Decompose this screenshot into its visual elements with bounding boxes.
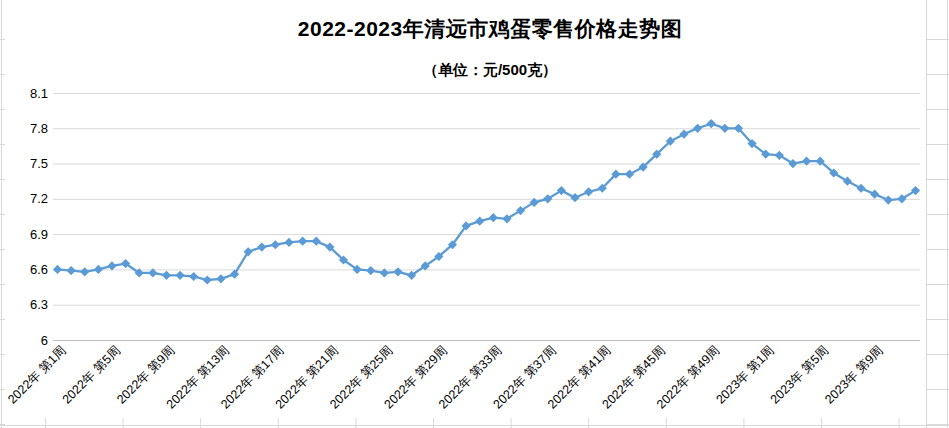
data-point-marker — [80, 267, 89, 276]
data-point-marker — [856, 184, 865, 193]
data-point-marker — [884, 195, 893, 204]
y-axis-labels: 6 6.3 6.6 6.9 7.2 7.5 7.8 8.1 — [30, 86, 48, 348]
data-point-marker — [298, 237, 307, 246]
data-point-marker — [107, 261, 116, 270]
y-axis-label: 6.6 — [30, 262, 48, 277]
plot-gridlines — [53, 94, 920, 341]
y-axis-label: 6.9 — [30, 227, 48, 242]
data-point-marker — [203, 275, 212, 284]
chart-subtitle: （单位：元/500克） — [0, 61, 949, 80]
data-point-marker — [312, 237, 321, 246]
data-point-marker — [489, 213, 498, 222]
data-point-marker — [94, 265, 103, 274]
data-point-marker — [679, 130, 688, 139]
data-point-marker — [720, 124, 729, 133]
y-axis-label: 6 — [41, 333, 48, 348]
chart-title: 2022-2023年清远市鸡蛋零售价格走势图 — [0, 15, 949, 43]
egg-price-chart: 6 6.3 6.6 6.9 7.2 7.5 7.8 8.1 2022年 第1周2022年 第5周… — [0, 0, 949, 428]
data-point-marker — [584, 187, 593, 196]
y-axis-label: 7.5 — [30, 156, 48, 171]
data-point-marker — [53, 265, 62, 274]
data-point-marker — [189, 272, 198, 281]
data-point-marker — [67, 266, 76, 275]
data-point-marker — [284, 238, 293, 247]
data-point-marker — [216, 274, 225, 283]
data-point-marker — [271, 240, 280, 249]
y-axis-label: 7.8 — [30, 121, 48, 136]
data-point-marker — [175, 271, 184, 280]
x-axis-label: 2023年 第9周 — [822, 343, 885, 406]
y-axis-label: 8.1 — [30, 86, 48, 101]
x-axis-labels: 2022年 第1周2022年 第5周2022年 第9周2022年 第13周202… — [5, 343, 886, 411]
data-points — [53, 119, 920, 285]
data-point-marker — [570, 193, 579, 202]
data-point-marker — [366, 266, 375, 275]
data-point-marker — [870, 190, 879, 199]
y-axis-label: 6.3 — [30, 297, 48, 312]
data-point-marker — [475, 217, 484, 226]
data-point-marker — [707, 119, 716, 128]
data-point-marker — [393, 267, 402, 276]
data-point-marker — [693, 124, 702, 133]
data-point-marker — [162, 271, 171, 280]
price-line — [58, 124, 916, 280]
data-point-marker — [257, 242, 266, 251]
y-axis-label: 7.2 — [30, 191, 48, 206]
data-point-marker — [625, 170, 634, 179]
